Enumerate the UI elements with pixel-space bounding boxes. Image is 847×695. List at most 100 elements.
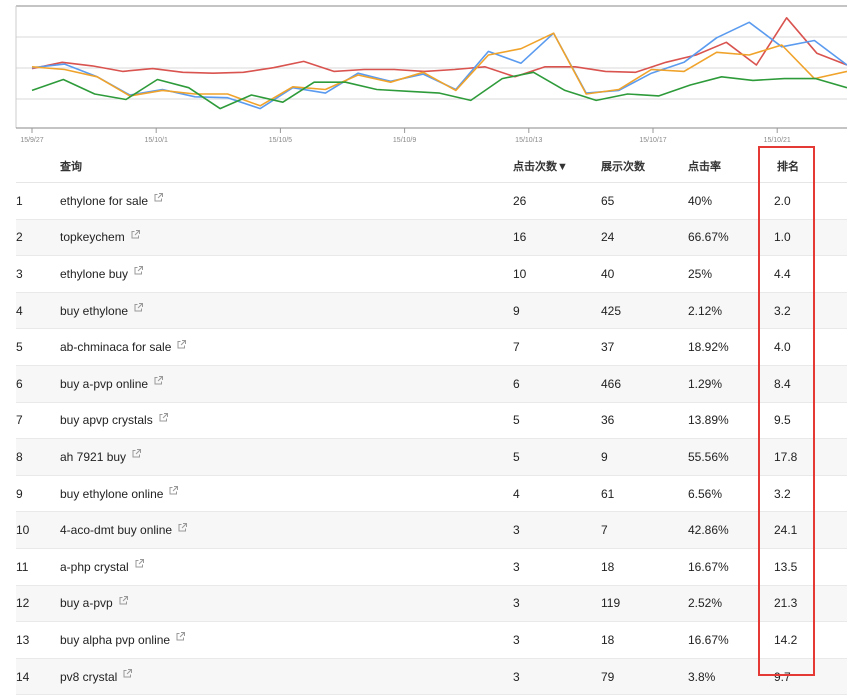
query-text[interactable]: pv8 crystal bbox=[60, 669, 118, 684]
query-text[interactable]: ah 7921 buy bbox=[60, 449, 127, 464]
external-link-icon[interactable] bbox=[134, 303, 144, 312]
external-link-icon[interactable] bbox=[134, 266, 144, 275]
rank-cell: 13.5 bbox=[774, 559, 798, 574]
query-cell[interactable]: buy apvp crystals bbox=[60, 403, 168, 439]
query-cell[interactable]: buy a-pvp bbox=[60, 586, 128, 622]
query-text[interactable]: ethylone buy bbox=[60, 266, 129, 281]
query-text[interactable]: buy ethylone online bbox=[60, 486, 164, 501]
row-index: 9 bbox=[16, 486, 23, 501]
x-tick-label: 15/10/17 bbox=[639, 137, 666, 144]
external-link-icon[interactable] bbox=[177, 339, 187, 349]
clicks-cell: 6 bbox=[513, 376, 520, 391]
query-text[interactable]: buy alpha pvp online bbox=[60, 632, 171, 647]
clicks-cell: 3 bbox=[513, 632, 520, 647]
table-row: 5 ab-chminaca for sale 7 37 18.92% 4.0 bbox=[16, 329, 847, 366]
row-index: 11 bbox=[16, 559, 29, 574]
query-text[interactable]: buy apvp crystals bbox=[60, 413, 153, 428]
external-link-icon[interactable] bbox=[123, 669, 133, 678]
ctr-cell: 55.56% bbox=[688, 449, 729, 464]
external-link-icon[interactable] bbox=[154, 376, 164, 385]
table-row: 7 buy apvp crystals 5 36 13.89% 9.5 bbox=[16, 402, 847, 440]
table-row: 12 buy a-pvp 3 119 2.52% 21.3 bbox=[16, 585, 847, 623]
query-text[interactable]: topkeychem bbox=[60, 230, 125, 245]
query-cell[interactable]: buy ethylone online bbox=[60, 476, 179, 512]
clicks-cell: 9 bbox=[513, 303, 520, 318]
x-tick-label: 15/10/9 bbox=[393, 137, 416, 144]
rank-cell: 24.1 bbox=[774, 523, 798, 538]
external-link-icon[interactable] bbox=[176, 632, 186, 641]
query-text[interactable]: ab-chminaca for sale bbox=[60, 340, 172, 355]
rank-cell: 21.3 bbox=[774, 596, 798, 611]
query-text[interactable]: 4-aco-dmt buy online bbox=[60, 523, 173, 538]
query-cell[interactable]: ah 7921 buy bbox=[60, 439, 142, 475]
query-text[interactable]: ethylone for sale bbox=[60, 193, 149, 208]
rank-cell: 1.0 bbox=[774, 230, 791, 245]
impressions-cell: 65 bbox=[601, 193, 615, 208]
query-cell[interactable]: ethylone buy bbox=[60, 256, 144, 292]
query-cell[interactable]: pv8 crystal bbox=[60, 659, 133, 695]
query-cell[interactable]: a-php crystal bbox=[60, 549, 144, 585]
external-link-icon[interactable] bbox=[132, 449, 142, 458]
x-tick-label: 15/10/13 bbox=[515, 137, 542, 144]
header-impressions[interactable]: 展示次数 bbox=[601, 161, 645, 173]
query-cell[interactable]: topkeychem bbox=[60, 220, 140, 256]
external-link-icon[interactable] bbox=[131, 229, 140, 239]
rank-cell: 14.2 bbox=[774, 632, 798, 647]
external-link-icon[interactable] bbox=[178, 522, 188, 532]
table-header: 查询 点击次数▼ 展示次数 点击率 排名 bbox=[16, 150, 847, 183]
rank-cell: 17.8 bbox=[774, 449, 798, 464]
header-clicks[interactable]: 点击次数▼ bbox=[513, 161, 568, 173]
x-tick-label: 15/9/27 bbox=[20, 137, 43, 144]
ctr-cell: 3.8% bbox=[688, 669, 716, 684]
impressions-cell: 9 bbox=[601, 449, 608, 464]
query-cell[interactable]: buy ethylone bbox=[60, 293, 144, 329]
chart-svg: 15/9/27 15/10/1 15/10/5 15/10/9 15/10/13 15/1… bbox=[15, 5, 847, 144]
impressions-cell: 119 bbox=[601, 596, 621, 611]
query-text[interactable]: a-php crystal bbox=[60, 559, 129, 574]
rank-cell: 9.5 bbox=[774, 413, 791, 428]
row-index: 3 bbox=[16, 266, 23, 281]
query-cell[interactable]: buy alpha pvp online bbox=[60, 622, 186, 658]
external-link-icon[interactable] bbox=[135, 559, 144, 568]
query-cell[interactable]: ethylone for sale bbox=[60, 183, 164, 219]
clicks-cell: 5 bbox=[513, 413, 520, 428]
query-text[interactable]: buy a-pvp online bbox=[60, 376, 149, 391]
query-cell[interactable]: buy a-pvp online bbox=[60, 366, 164, 402]
series-line-red bbox=[31, 16, 847, 78]
clicks-cell: 3 bbox=[513, 559, 520, 574]
ctr-cell: 16.67% bbox=[688, 632, 729, 647]
table-row: 10 4-aco-dmt buy online 3 7 42.86% 24.1 bbox=[16, 512, 847, 549]
series-line-green bbox=[31, 71, 847, 110]
query-text[interactable]: buy ethylone bbox=[60, 303, 129, 318]
rank-cell: 4.0 bbox=[774, 340, 791, 355]
clicks-cell: 3 bbox=[513, 596, 520, 611]
rank-cell: 3.2 bbox=[774, 303, 791, 318]
impressions-cell: 37 bbox=[601, 340, 615, 355]
ctr-cell: 18.92% bbox=[688, 340, 729, 355]
external-link-icon[interactable] bbox=[119, 595, 128, 605]
table-row: 14 pv8 crystal 3 79 3.8% 9.7 bbox=[16, 658, 847, 695]
external-link-icon[interactable] bbox=[154, 193, 164, 202]
header-query[interactable]: 查询 bbox=[60, 161, 82, 173]
ctr-cell: 1.29% bbox=[688, 376, 723, 391]
ctr-cell: 16.67% bbox=[688, 559, 729, 574]
query-text[interactable]: buy a-pvp bbox=[60, 596, 113, 611]
header-rank[interactable]: 排名 bbox=[777, 161, 799, 173]
header-ctr[interactable]: 点击率 bbox=[688, 161, 721, 173]
x-tick-label: 15/10/1 bbox=[145, 137, 168, 144]
query-cell[interactable]: 4-aco-dmt buy online bbox=[60, 512, 188, 548]
table-row: 1 ethylone for sale 26 65 40% 2.0 bbox=[16, 183, 847, 220]
table-row: 9 buy ethylone online 4 61 6.56% 3.2 bbox=[16, 475, 847, 513]
rank-cell: 3.2 bbox=[774, 486, 791, 501]
impressions-cell: 40 bbox=[601, 266, 615, 281]
series-line-orange bbox=[31, 32, 847, 107]
impressions-cell: 61 bbox=[601, 486, 615, 501]
query-cell[interactable]: ab-chminaca for sale bbox=[60, 329, 187, 365]
table-row: 8 ah 7921 buy 5 9 55.56% 17.8 bbox=[16, 439, 847, 476]
row-index: 1 bbox=[16, 193, 23, 208]
external-link-icon[interactable] bbox=[169, 486, 179, 495]
impressions-cell: 7 bbox=[601, 523, 608, 538]
external-link-icon[interactable] bbox=[159, 412, 168, 422]
table-row: 11 a-php crystal 3 18 16.67% 13.5 bbox=[16, 548, 847, 586]
ctr-cell: 13.89% bbox=[688, 413, 729, 428]
